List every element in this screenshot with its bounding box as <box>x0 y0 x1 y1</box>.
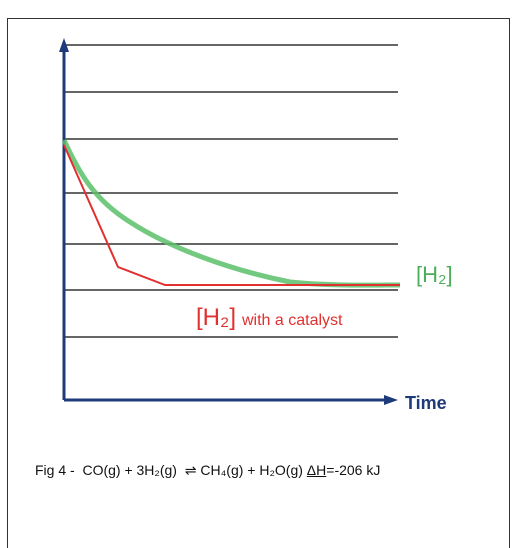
x-axis-arrow <box>384 395 398 405</box>
catalyst-label: [H₂] with a catalyst <box>196 304 343 331</box>
grid-lines <box>64 44 398 338</box>
caption: Fig 4 - CO(g) + 3H₂(g) ⇌ CH₄(g) + H₂O(g)… <box>35 462 380 479</box>
caption-delta-h: ΔH <box>306 462 327 478</box>
h2-curve <box>61 138 401 288</box>
catalyst-h2: [H₂] <box>196 304 236 331</box>
figure-frame <box>7 18 510 548</box>
catalyst-curve <box>63 144 400 286</box>
catalyst-text: with a catalyst <box>241 312 343 329</box>
h2-label: [H₂] <box>416 262 453 287</box>
caption-prefix: Fig 4 - CO(g) + 3H₂(g) ⇌ CH₄(g) + H₂O(g) <box>35 462 307 478</box>
caption-suffix: =-206 kJ <box>326 462 381 478</box>
y-axis-arrow <box>59 38 69 52</box>
x-axis-label: Time <box>405 393 447 413</box>
